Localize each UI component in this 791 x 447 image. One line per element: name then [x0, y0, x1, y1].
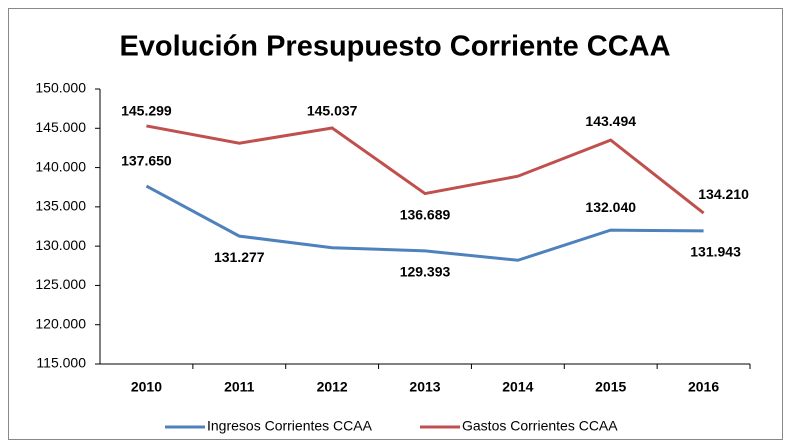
series-line: [145, 184, 704, 262]
y-tick-label: 145.000: [35, 119, 86, 135]
x-tick-label: 2011: [224, 379, 255, 395]
x-tick-label: 2012: [317, 379, 348, 395]
legend-label: Ingresos Corrientes CCAA: [207, 418, 373, 434]
data-label: 136.689: [400, 206, 451, 222]
chart-border: [8, 8, 783, 440]
data-label: 143.494: [585, 113, 636, 129]
y-tick-label: 115.000: [36, 355, 86, 371]
y-tick-label: 125.000: [35, 276, 86, 292]
y-tick-label: 130.000: [35, 237, 86, 253]
y-tick-label: 150.000: [35, 80, 86, 96]
legend-label: Gastos Corrientes CCAA: [462, 418, 618, 434]
data-label: 145.299: [121, 103, 172, 119]
x-tick-label: 2015: [595, 379, 626, 395]
y-tick-label: 140.000: [35, 158, 86, 174]
x-tick-label: 2016: [688, 379, 719, 395]
y-tick-label: 135.000: [35, 198, 86, 214]
data-label: 129.393: [400, 264, 451, 280]
data-label: 145.037: [307, 103, 358, 119]
x-tick-label: 2014: [502, 379, 533, 395]
data-label: 131.277: [214, 249, 265, 265]
chart-title: Evolución Presupuesto Corriente CCAA: [119, 31, 670, 63]
series-line: [146, 124, 705, 215]
x-tick-label: 2010: [131, 379, 162, 395]
x-tick-label: 2013: [409, 379, 440, 395]
data-label: 131.943: [690, 244, 741, 260]
y-tick-label: 120.000: [35, 315, 86, 331]
data-label: 137.650: [121, 153, 172, 169]
data-label: 134.210: [698, 186, 749, 202]
data-label: 132.040: [585, 199, 636, 215]
